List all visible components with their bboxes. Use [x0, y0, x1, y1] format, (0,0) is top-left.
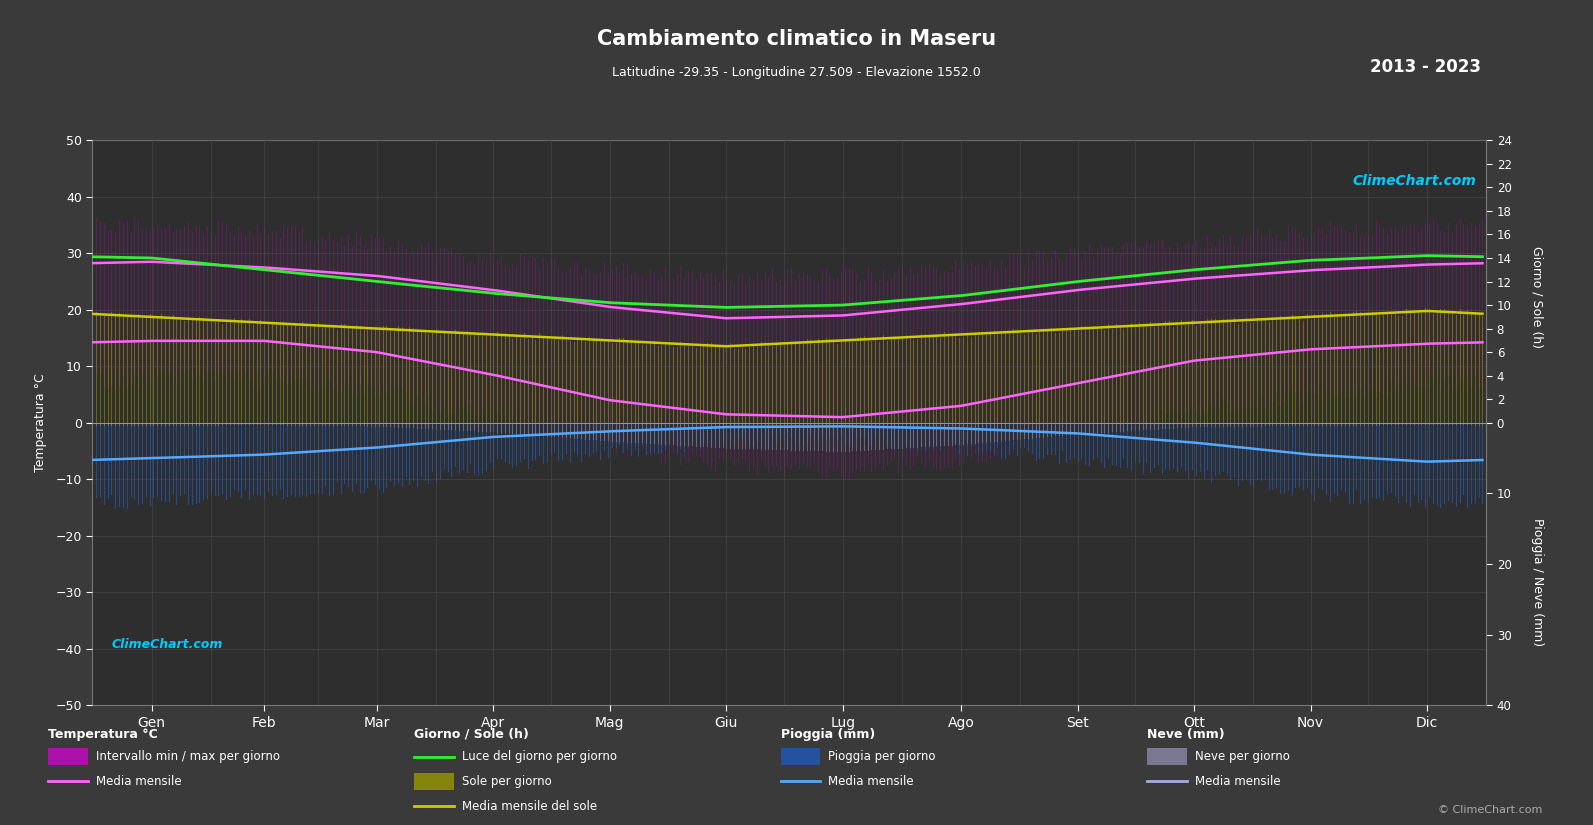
Text: Neve per giorno: Neve per giorno — [1195, 750, 1290, 763]
Text: Giorno / Sole (h): Giorno / Sole (h) — [1531, 246, 1544, 348]
Text: Luce del giorno per giorno: Luce del giorno per giorno — [462, 750, 616, 763]
Text: Intervallo min / max per giorno: Intervallo min / max per giorno — [96, 750, 280, 763]
Text: 2013 - 2023: 2013 - 2023 — [1370, 58, 1481, 76]
Y-axis label: Temperatura °C: Temperatura °C — [33, 374, 48, 472]
Text: Media mensile: Media mensile — [96, 775, 182, 788]
Text: Pioggia per giorno: Pioggia per giorno — [828, 750, 935, 763]
Text: Sole per giorno: Sole per giorno — [462, 775, 551, 788]
Text: Media mensile: Media mensile — [1195, 775, 1281, 788]
Text: ClimeChart.com: ClimeChart.com — [112, 638, 223, 651]
Text: Pioggia / Neve (mm): Pioggia / Neve (mm) — [1531, 517, 1544, 646]
Text: Temperatura °C: Temperatura °C — [48, 728, 158, 741]
Text: Cambiamento climatico in Maseru: Cambiamento climatico in Maseru — [597, 29, 996, 49]
Text: ClimeChart.com: ClimeChart.com — [1352, 174, 1477, 188]
Text: Giorno / Sole (h): Giorno / Sole (h) — [414, 728, 529, 741]
Text: Media mensile del sole: Media mensile del sole — [462, 799, 597, 813]
Text: Latitudine -29.35 - Longitudine 27.509 - Elevazione 1552.0: Latitudine -29.35 - Longitudine 27.509 -… — [612, 66, 981, 79]
Text: Media mensile: Media mensile — [828, 775, 914, 788]
Text: © ClimeChart.com: © ClimeChart.com — [1437, 805, 1542, 815]
Text: Pioggia (mm): Pioggia (mm) — [781, 728, 875, 741]
Text: Neve (mm): Neve (mm) — [1147, 728, 1225, 741]
